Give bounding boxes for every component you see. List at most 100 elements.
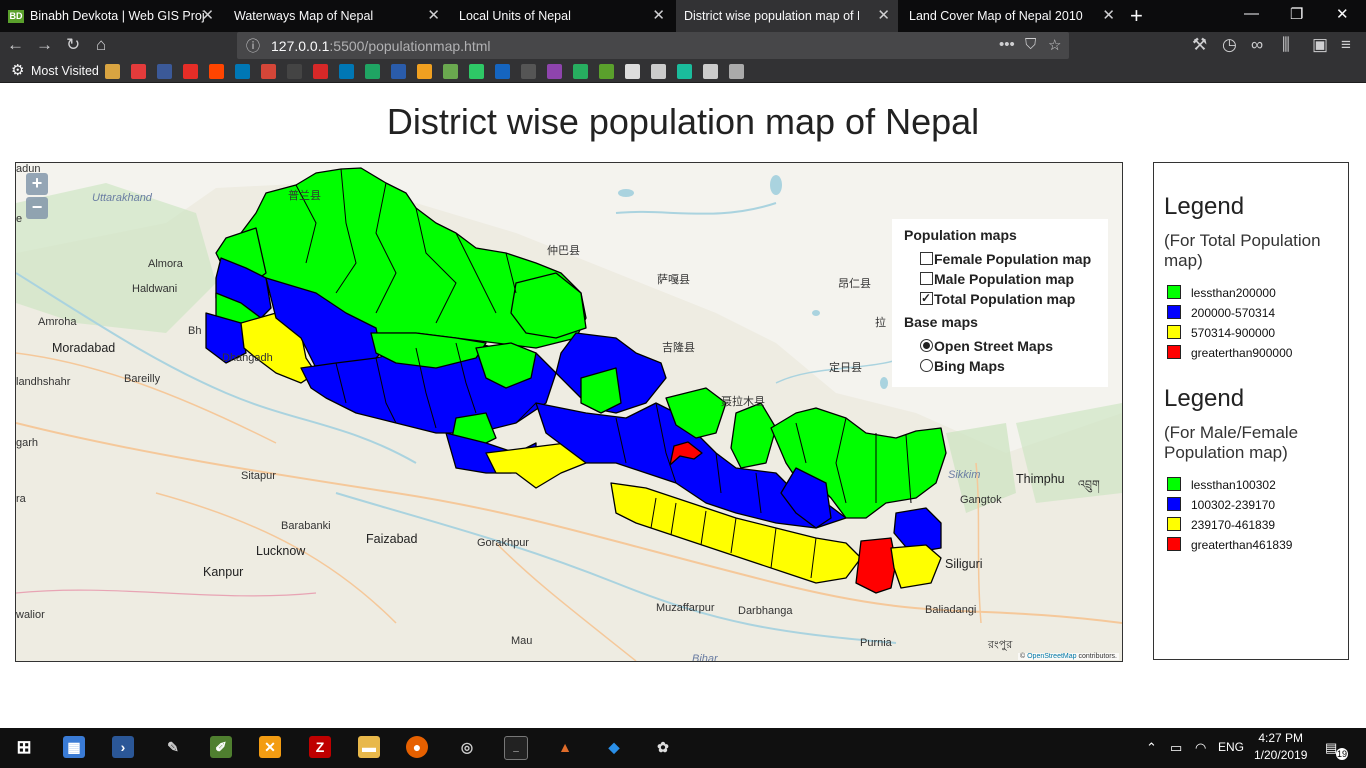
- drive-icon[interactable]: [365, 64, 380, 79]
- o-icon[interactable]: [677, 64, 692, 79]
- forward-icon[interactable]: →: [36, 35, 53, 54]
- minimize-icon[interactable]: —: [1244, 5, 1259, 22]
- paint3d-icon[interactable]: ✿: [657, 739, 669, 755]
- district[interactable]: [510, 272, 587, 339]
- hackerrank-icon[interactable]: [469, 64, 484, 79]
- radio-icon[interactable]: [920, 359, 933, 372]
- filezilla-icon[interactable]: Z: [309, 736, 331, 758]
- check-icon[interactable]: [729, 64, 744, 79]
- linkedin-icon[interactable]: [339, 64, 354, 79]
- mask-icon[interactable]: ∞: [1251, 35, 1264, 54]
- control-panel-icon[interactable]: ▦: [63, 736, 85, 758]
- most-visited-bookmark[interactable]: Most Visited: [31, 64, 99, 78]
- close-icon[interactable]: ✕: [201, 7, 214, 24]
- page-actions-icon[interactable]: •••: [999, 36, 1015, 53]
- total-population-toggle[interactable]: Total Population map: [904, 288, 1108, 309]
- info-icon[interactable]: ⓘ: [246, 38, 260, 54]
- tab-local-units[interactable]: Local Units of Nepal ✕: [451, 0, 673, 32]
- linkedin-icon[interactable]: [235, 64, 250, 79]
- new-tab-button[interactable]: +: [1130, 3, 1143, 28]
- restore-icon[interactable]: ❐: [1290, 6, 1304, 23]
- map-icon[interactable]: [443, 64, 458, 79]
- xampp-icon[interactable]: ✕: [259, 736, 281, 758]
- folder-icon[interactable]: [105, 64, 120, 79]
- district[interactable]: [475, 342, 537, 389]
- paint-icon[interactable]: ✎: [167, 739, 179, 755]
- zoom-out-button[interactable]: −: [26, 197, 48, 219]
- bing-base-radio[interactable]: Bing Maps: [904, 356, 1108, 376]
- hourglass-icon[interactable]: [417, 64, 432, 79]
- wrench-icon[interactable]: ⚒: [1192, 35, 1208, 54]
- close-icon[interactable]: ✕: [1102, 7, 1115, 24]
- language-indicator[interactable]: ENG: [1218, 740, 1245, 754]
- district[interactable]: [580, 367, 622, 414]
- cat-icon[interactable]: [521, 64, 536, 79]
- np-icon[interactable]: [495, 64, 510, 79]
- back-icon[interactable]: ←: [7, 35, 24, 54]
- close-icon[interactable]: ✕: [877, 7, 890, 24]
- gmail-icon[interactable]: [261, 64, 276, 79]
- close-icon[interactable]: ✕: [427, 7, 440, 24]
- tab-population-map[interactable]: District wise population map of Nepal ✕: [676, 0, 898, 32]
- history-icon[interactable]: ◷: [1222, 35, 1237, 54]
- district[interactable]: [370, 332, 487, 369]
- gear-icon[interactable]: ⚙: [11, 62, 25, 79]
- feather-icon[interactable]: [625, 64, 640, 79]
- district[interactable]: [730, 402, 777, 469]
- battery-icon[interactable]: ▭: [1170, 740, 1183, 755]
- checkbox-icon[interactable]: [920, 252, 933, 265]
- female-population-toggle[interactable]: Female Population map: [904, 249, 1108, 269]
- district[interactable]: [665, 387, 727, 439]
- home-icon[interactable]: ⌂: [96, 35, 107, 54]
- m-icon[interactable]: [391, 64, 406, 79]
- district-morang[interactable]: [855, 537, 897, 594]
- infinity-icon[interactable]: [547, 64, 562, 79]
- firefox-icon[interactable]: ●: [406, 736, 428, 758]
- district[interactable]: [780, 467, 832, 529]
- district[interactable]: [205, 312, 247, 364]
- zoom-in-button[interactable]: +: [26, 173, 48, 195]
- sidebar-icon[interactable]: ▣: [1312, 35, 1329, 54]
- checkbox-icon[interactable]: [920, 272, 933, 285]
- notification-icon[interactable]: ▤: [1325, 740, 1338, 755]
- library-icon[interactable]: ⫼: [1282, 35, 1290, 54]
- facebook-icon[interactable]: [157, 64, 172, 79]
- star-icon[interactable]: ☆: [1048, 37, 1062, 54]
- district-group-lumbini[interactable]: [485, 442, 597, 489]
- clock[interactable]: 4:27 PM 1/20/2019: [1254, 730, 1307, 764]
- github-icon[interactable]: [287, 64, 302, 79]
- youtube-icon[interactable]: [183, 64, 198, 79]
- tab-land-cover-map[interactable]: Land Cover Map of Nepal 2010 ✕: [901, 0, 1123, 32]
- windows-start-icon[interactable]: ⊞: [16, 737, 32, 757]
- osm-base-radio[interactable]: Open Street Maps: [904, 336, 1108, 356]
- terminal-icon[interactable]: _: [504, 736, 528, 760]
- tab-waterways-map[interactable]: Waterways Map of Nepal ✕: [226, 0, 448, 32]
- c-icon[interactable]: [573, 64, 588, 79]
- district-jhapa[interactable]: [890, 544, 942, 589]
- district[interactable]: [893, 507, 942, 554]
- male-population-toggle[interactable]: Male Population map: [904, 269, 1108, 289]
- pocket-icon[interactable]: ⛉: [1025, 36, 1037, 53]
- tray-chevron-icon[interactable]: ⌃: [1146, 740, 1157, 755]
- globe-icon[interactable]: [651, 64, 666, 79]
- file-explorer-icon[interactable]: ▬: [358, 736, 380, 758]
- close-window-icon[interactable]: ✕: [1336, 6, 1349, 23]
- district-group-terai[interactable]: [610, 482, 862, 584]
- url-bar[interactable]: ⓘ 127.0.0.1:5500/populationmap.html ••• …: [237, 32, 1069, 59]
- menu-icon[interactable]: ≡: [1341, 35, 1351, 54]
- obs-icon[interactable]: ◎: [460, 739, 474, 755]
- tab-webgis-projects[interactable]: BD Binabh Devkota | Web GIS Proje ✕: [0, 0, 222, 32]
- powershell-icon[interactable]: ›: [112, 736, 134, 758]
- close-icon[interactable]: ✕: [652, 7, 665, 24]
- wifi-icon[interactable]: ◠: [1195, 740, 1207, 755]
- reload-icon[interactable]: ↻: [66, 35, 81, 54]
- osm-link[interactable]: OpenStreetMap: [1027, 653, 1077, 660]
- notepad-icon[interactable]: ✐: [210, 736, 232, 758]
- arrow-icon[interactable]: [313, 64, 328, 79]
- radio-selected-icon[interactable]: [920, 339, 933, 352]
- globe-icon[interactable]: [703, 64, 718, 79]
- bd-icon[interactable]: [599, 64, 614, 79]
- checkbox-checked-icon[interactable]: [920, 288, 933, 308]
- vscode-icon[interactable]: ◆: [608, 739, 620, 755]
- url-text[interactable]: 127.0.0.1:5500/populationmap.html: [271, 38, 491, 54]
